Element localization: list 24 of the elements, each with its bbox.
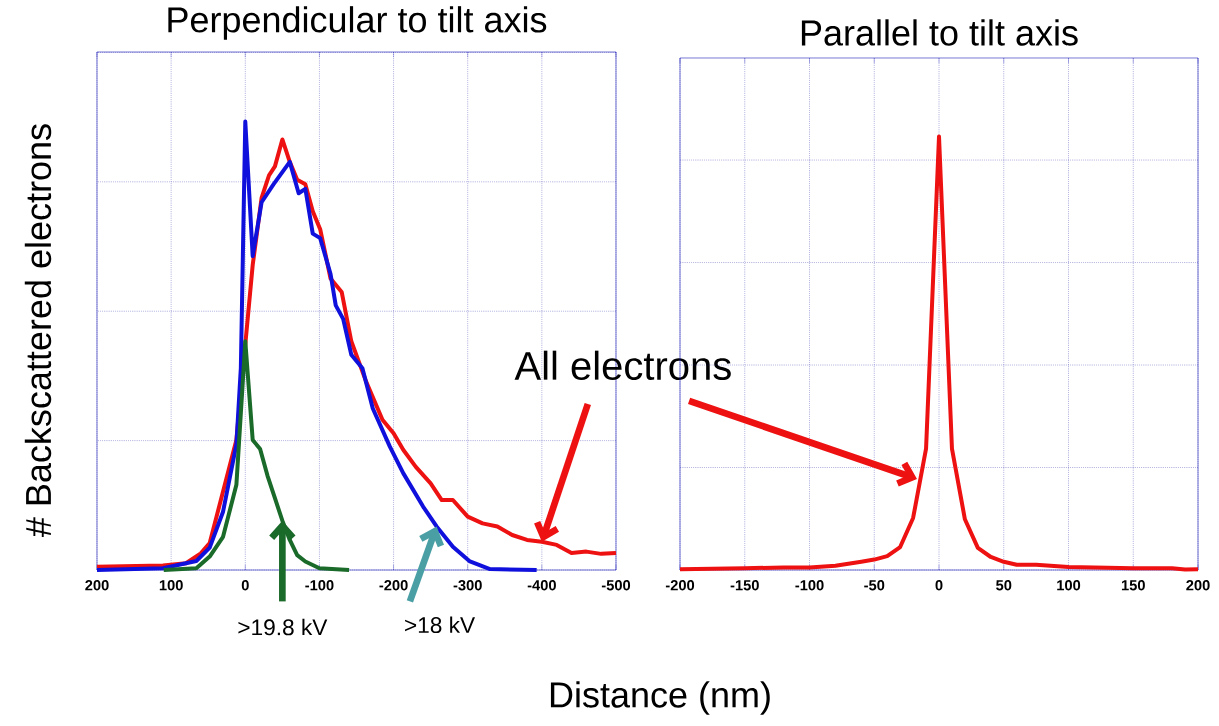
y-axis-title: # Backscattered electrons (24, 124, 52, 537)
chart-title: Parallel to tilt axis (801, 19, 1078, 46)
x-tick-label: -300 (453, 580, 482, 591)
annotation: >19.8 kV (238, 618, 328, 636)
x-tick-label: -100 (305, 580, 334, 591)
annotation: >18 kV (405, 616, 475, 634)
x-tick-label: 200 (1186, 580, 1210, 591)
x-axis-title: Distance (nm) (550, 681, 770, 715)
x-tick-label: 150 (1121, 580, 1145, 591)
x-tick-label: 100 (159, 580, 183, 591)
x-tick-label: -200 (665, 580, 695, 591)
x-tick-label: -200 (379, 580, 408, 591)
x-tick-label: -100 (795, 580, 824, 591)
x-tick-label: 0 (935, 580, 943, 591)
x-tick-label: 0 (241, 580, 249, 591)
x-tick-label: -500 (601, 580, 631, 591)
annotation: All electrons (514, 350, 731, 381)
x-tick-label: 50 (996, 580, 1012, 591)
chart-title: Perpendicular to tilt axis (168, 6, 547, 40)
x-tick-label: 200 (85, 580, 109, 591)
x-tick-label: -50 (864, 580, 885, 591)
x-tick-label: -150 (730, 580, 759, 591)
x-tick-label: -400 (527, 580, 556, 591)
x-tick-label: 100 (1057, 580, 1081, 591)
